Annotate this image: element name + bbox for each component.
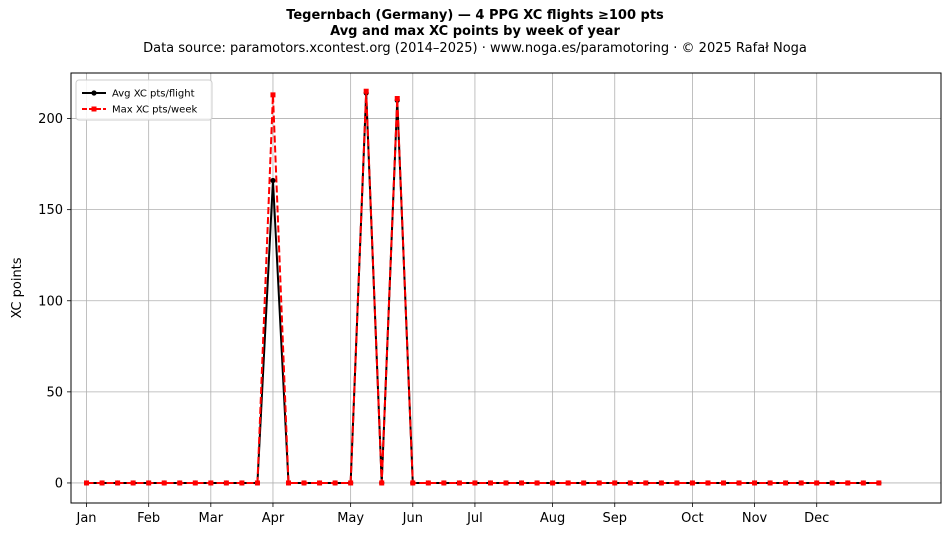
x-tick-label: Dec [804, 511, 829, 526]
series-2-point [627, 480, 633, 486]
series-layer [83, 88, 882, 486]
y-tick-label: 150 [38, 203, 63, 218]
axes: 0 50 100 150 200 Jan Feb Mar Apr May Jun Jul Aug Sep O… [10, 112, 829, 526]
series-2-point [721, 480, 726, 486]
series-2-point [394, 96, 400, 102]
series-2-point [689, 480, 695, 486]
series-2-point [161, 480, 167, 486]
chart-title-line2: Avg and max XC points by week of year [330, 24, 620, 39]
series-2-point [177, 480, 183, 486]
x-tick-label: Feb [137, 511, 160, 526]
series-2-point [146, 480, 152, 486]
legend-swatch-marker-1 [91, 90, 97, 96]
series-2-point [115, 480, 121, 486]
x-tick-label: Jul [466, 511, 483, 526]
series-2-point [581, 480, 587, 486]
y-tick-label: 100 [38, 294, 63, 309]
series-2-point [596, 480, 602, 486]
grid [71, 73, 941, 503]
series-2-point [239, 480, 245, 486]
legend-swatch-marker-2 [91, 106, 97, 112]
series-2-point [99, 480, 105, 486]
series-2-point [456, 480, 462, 486]
y-tick-label: 50 [46, 385, 63, 400]
series-2-point [612, 480, 618, 486]
chart-title: Tegernbach (Germany) — 4 PPG XC flights … [286, 8, 664, 23]
series-2-point [876, 480, 882, 486]
x-tick-label: Jun [402, 511, 423, 526]
y-axis-label: XC points [10, 257, 25, 318]
series-2-point [829, 480, 835, 486]
series-2-point [425, 480, 431, 486]
series-2-point [441, 480, 447, 486]
series-2-point [363, 88, 369, 94]
series-2-point [348, 480, 354, 486]
series-2-point [286, 480, 291, 486]
x-tick-label: May [337, 511, 364, 526]
series-line-2 [86, 90, 879, 484]
series-2-point [472, 480, 478, 486]
series-2-point [84, 480, 90, 486]
x-tick-label: Mar [199, 511, 224, 526]
series-2-point [643, 480, 649, 486]
series-2-point [658, 480, 664, 486]
series-2-point [254, 480, 260, 486]
x-tick-label: Sep [602, 511, 627, 526]
series-2-point [130, 480, 136, 486]
legend-box [75, 79, 213, 121]
series-2-point [783, 480, 789, 486]
series-2-point [332, 480, 338, 486]
series-2-point [208, 480, 214, 486]
series-2-point [550, 480, 556, 486]
x-tick-label: Aug [540, 511, 565, 526]
chart-subtitle: Data source: paramotors.xcontest.org (20… [143, 41, 807, 56]
series-2-point [487, 480, 493, 486]
series-2-point [767, 480, 773, 486]
x-tick-label: Jan [76, 511, 97, 526]
series-2-point [798, 480, 804, 486]
legend: Avg XC pts/flight Max XC pts/week [75, 79, 213, 121]
series-2-point [519, 480, 525, 486]
series-2-point [565, 480, 571, 486]
series-line-1 [86, 92, 879, 484]
series-2-point [301, 480, 307, 486]
series-2-point [736, 480, 742, 486]
series-2-point [379, 480, 385, 486]
series-2-point [534, 480, 540, 486]
series-2-point [845, 480, 851, 486]
y-tick-label: 0 [55, 476, 63, 491]
series-2-point [270, 92, 276, 98]
plot-frame [70, 72, 942, 504]
series-2-point [192, 480, 198, 486]
series-1-point [270, 177, 276, 184]
y-tick-label: 200 [38, 112, 63, 127]
chart-header: Tegernbach (Germany) — 4 PPG XC flights … [0, 8, 950, 57]
series-2-point [503, 480, 509, 486]
series-2-point [752, 480, 758, 486]
series-2-point [223, 480, 229, 486]
series-2-point [705, 480, 711, 486]
x-tick-label: Apr [262, 511, 285, 526]
x-tick-label: Nov [742, 511, 768, 526]
series-2-point [674, 480, 680, 486]
series-2-point [860, 480, 866, 486]
legend-label-1: Avg XC pts/flight [112, 89, 195, 100]
series-2-point [814, 480, 820, 486]
x-tick-label: Oct [681, 511, 703, 526]
legend-label-2: Max XC pts/week [112, 105, 197, 116]
series-2-point [410, 480, 416, 486]
series-2-point [317, 480, 323, 486]
